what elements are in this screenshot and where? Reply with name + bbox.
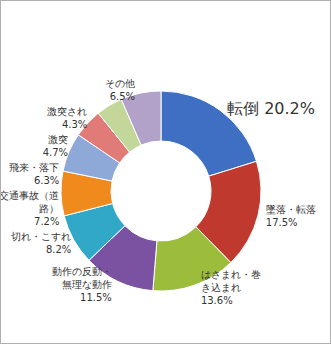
- svg-text:はさまれ・巻: はさまれ・巻: [201, 269, 261, 280]
- svg-text:4.7%: 4.7%: [43, 147, 68, 158]
- svg-text:激突され: 激突され: [47, 106, 87, 117]
- svg-text:6.5%: 6.5%: [110, 91, 135, 102]
- svg-text:その他: その他: [105, 78, 135, 89]
- svg-text:6.3%: 6.3%: [34, 175, 59, 186]
- svg-text:切れ・こすれ: 切れ・こすれ: [11, 231, 71, 242]
- svg-text:動作の反動・: 動作の反動・: [52, 266, 112, 277]
- svg-text:路）: 路）: [39, 203, 59, 214]
- svg-text:8.2%: 8.2%: [46, 244, 71, 255]
- svg-text:7.2%: 7.2%: [34, 216, 59, 227]
- svg-text:激突: 激突: [48, 134, 68, 145]
- svg-text:転倒 20.2%: 転倒 20.2%: [227, 99, 315, 118]
- svg-text:飛来・落下: 飛来・落下: [9, 162, 59, 173]
- svg-text:き込まれ: き込まれ: [201, 282, 241, 293]
- svg-text:11.5%: 11.5%: [80, 292, 112, 303]
- svg-text:交通事故（道: 交通事故（道: [1, 190, 59, 201]
- svg-text:13.6%: 13.6%: [201, 295, 233, 306]
- svg-text:無理な動作: 無理な動作: [62, 279, 112, 290]
- svg-text:墜落・転落: 墜落・転落: [266, 204, 316, 215]
- svg-text:17.5%: 17.5%: [266, 217, 298, 228]
- svg-text:4.3%: 4.3%: [62, 119, 87, 130]
